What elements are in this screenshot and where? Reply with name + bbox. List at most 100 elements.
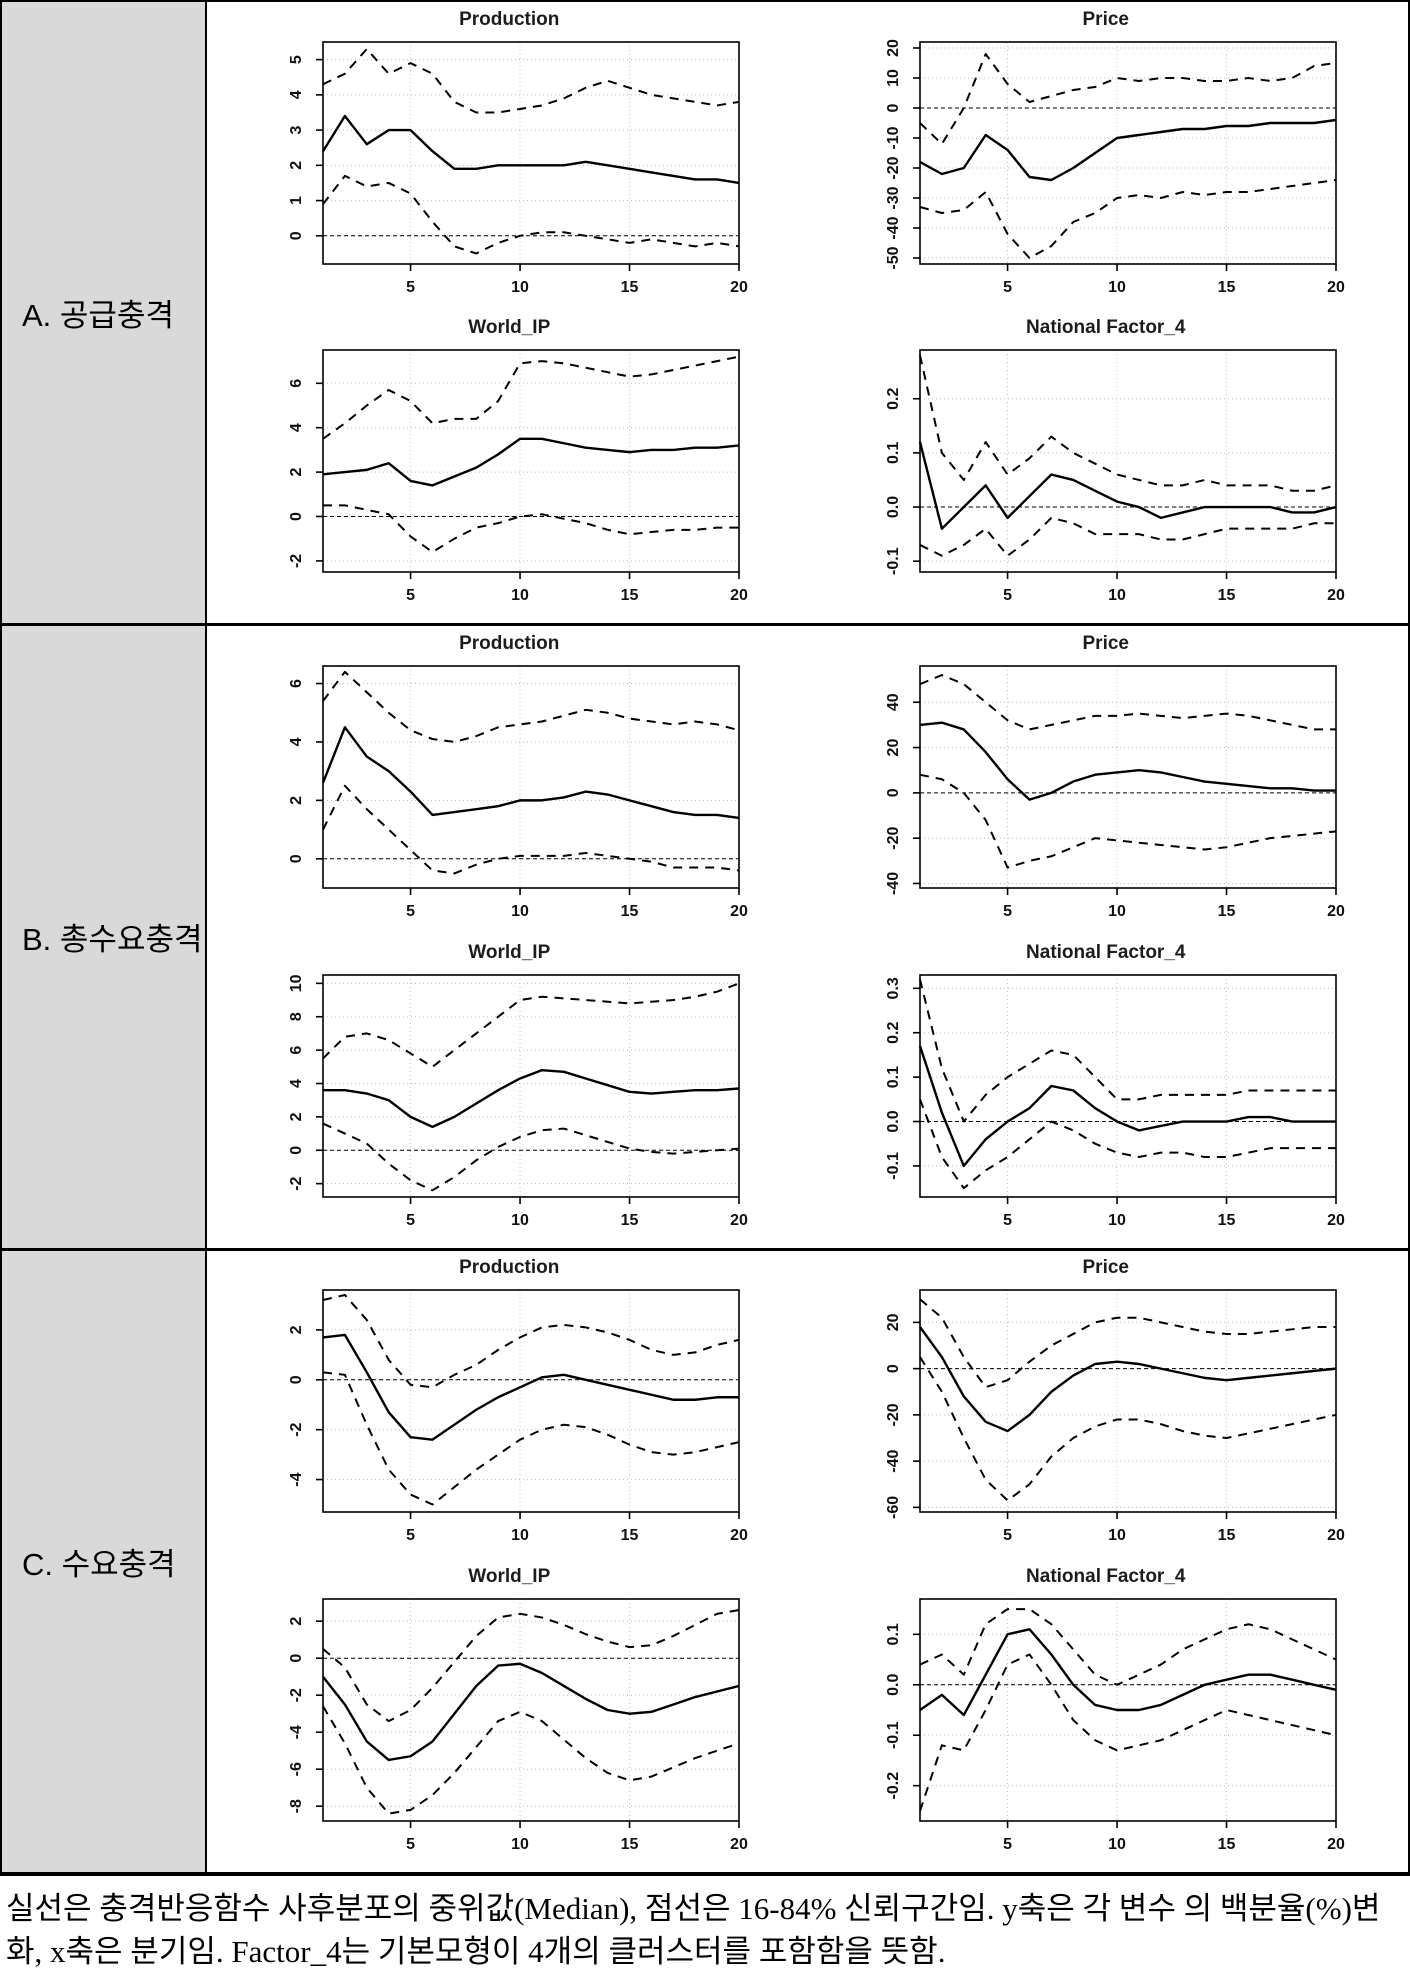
svg-text:4: 4 <box>288 738 305 747</box>
svg-text:-0.1: -0.1 <box>885 1152 902 1180</box>
svg-text:15: 15 <box>621 1212 639 1229</box>
svg-text:10: 10 <box>1108 903 1126 920</box>
irf-plot-svg: 5 10 15 20 0 2 4 6 <box>288 665 748 920</box>
svg-text:10: 10 <box>511 1836 529 1853</box>
chart-title: Price <box>1082 1257 1129 1279</box>
svg-text:10: 10 <box>511 1527 529 1544</box>
svg-text:-0.1: -0.1 <box>885 1721 902 1749</box>
svg-text:20: 20 <box>730 279 748 296</box>
svg-text:5: 5 <box>1003 1836 1012 1853</box>
svg-text:15: 15 <box>1217 1527 1235 1544</box>
irf-plot-svg: 5 10 15 20 -60 -40 -20 0 20 <box>885 1289 1345 1544</box>
chart-plot: 5 10 15 20 -0.1 0.0 0.1 0.2 <box>846 340 1366 616</box>
svg-text:40: 40 <box>885 693 902 711</box>
svg-text:20: 20 <box>1327 1527 1345 1544</box>
svg-text:20: 20 <box>885 1314 902 1332</box>
svg-text:0.0: 0.0 <box>885 1674 902 1696</box>
chart-title: World_IP <box>468 1566 551 1588</box>
irf-plot-svg: 5 10 15 20 -0.2 -0.1 0.0 0.1 <box>885 1598 1345 1853</box>
irf-plot-svg: 5 10 15 20 -2 0 2 4 6 8 10 <box>288 974 748 1229</box>
svg-text:-6: -6 <box>288 1762 305 1776</box>
svg-text:20: 20 <box>885 739 902 757</box>
chart-title: National Factor_4 <box>1026 317 1186 339</box>
svg-text:20: 20 <box>730 1527 748 1544</box>
svg-text:20: 20 <box>1327 279 1345 296</box>
svg-text:15: 15 <box>621 1836 639 1853</box>
svg-text:-0.2: -0.2 <box>885 1772 902 1800</box>
svg-text:0: 0 <box>288 1654 305 1663</box>
svg-text:15: 15 <box>1217 279 1235 296</box>
section-label-demand: C. 수요충격 <box>2 1250 207 1872</box>
svg-text:15: 15 <box>1217 1212 1235 1229</box>
svg-text:2: 2 <box>288 161 305 170</box>
svg-text:10: 10 <box>1108 1212 1126 1229</box>
svg-text:20: 20 <box>730 1212 748 1229</box>
svg-text:10: 10 <box>511 903 529 920</box>
svg-text:20: 20 <box>885 39 902 57</box>
chart-supply-world-ip: World_IP 5 10 15 20 -2 0 2 4 6 <box>211 313 808 622</box>
chart-title: National Factor_4 <box>1026 1566 1186 1588</box>
svg-text:5: 5 <box>288 55 305 64</box>
svg-text:0.2: 0.2 <box>885 388 902 410</box>
svg-text:20: 20 <box>1327 903 1345 920</box>
svg-text:0.1: 0.1 <box>885 1066 902 1088</box>
chart-supply-price: Price 5 10 15 20 20 10 0 -10 -20 -30 -40 -50 <box>808 4 1405 313</box>
svg-text:10: 10 <box>511 587 529 604</box>
section-supply-shock: A. 공급충격 Production 5 10 15 20 0 1 2 3 4 5 Price 5… <box>2 2 1408 627</box>
irf-plot-svg: 5 10 15 20 20 10 0 -10 -20 -30 -40 -50 <box>885 39 1345 296</box>
svg-text:-30: -30 <box>885 186 902 209</box>
svg-text:15: 15 <box>621 587 639 604</box>
chart-aggdemand-price: Price 5 10 15 20 -40 -20 0 20 40 <box>808 628 1405 937</box>
chart-title: World_IP <box>468 317 551 339</box>
svg-text:0: 0 <box>288 854 305 863</box>
chart-plot: 5 10 15 20 -8 -6 -4 -2 0 2 <box>249 1589 769 1865</box>
figure-caption: 실선은 충격반응함수 사후분포의 중위값(Median), 점선은 16-84%… <box>0 1876 1410 1974</box>
svg-text:0.3: 0.3 <box>885 977 902 999</box>
svg-text:5: 5 <box>406 587 415 604</box>
chart-supply-production: Production 5 10 15 20 0 1 2 3 4 5 <box>211 4 808 313</box>
chart-plot: 5 10 15 20 0 1 2 3 4 5 <box>249 32 769 308</box>
svg-text:-4: -4 <box>288 1473 305 1487</box>
chart-grid-aggregate-demand: Production 5 10 15 20 0 2 4 6 Price 5 10 15 20 -40-… <box>207 626 1408 1247</box>
chart-plot: 5 10 15 20 -0.1 0.0 0.1 0.2 0.3 <box>846 965 1366 1241</box>
svg-text:0.1: 0.1 <box>885 442 902 464</box>
svg-text:0: 0 <box>288 1376 305 1385</box>
svg-text:0.2: 0.2 <box>885 1021 902 1043</box>
chart-title: Price <box>1082 633 1129 655</box>
svg-text:-60: -60 <box>885 1496 902 1519</box>
svg-text:10: 10 <box>1108 279 1126 296</box>
svg-text:5: 5 <box>406 903 415 920</box>
svg-text:-2: -2 <box>288 1423 305 1437</box>
svg-text:1: 1 <box>288 196 305 205</box>
svg-text:5: 5 <box>406 1836 415 1853</box>
chart-plot: 5 10 15 20 -2 0 2 4 6 <box>249 340 769 616</box>
chart-title: World_IP <box>468 941 551 963</box>
chart-plot: 5 10 15 20 0 2 4 6 <box>249 656 769 932</box>
svg-text:5: 5 <box>1003 903 1012 920</box>
svg-text:0: 0 <box>288 1146 305 1155</box>
svg-text:-40: -40 <box>885 1450 902 1473</box>
svg-text:0.1: 0.1 <box>885 1623 902 1645</box>
chart-grid-supply: Production 5 10 15 20 0 1 2 3 4 5 Price 5 10 15 20 20… <box>207 2 1408 623</box>
svg-text:2: 2 <box>288 796 305 805</box>
svg-text:0: 0 <box>288 512 305 521</box>
svg-text:10: 10 <box>288 974 305 992</box>
svg-text:5: 5 <box>1003 1212 1012 1229</box>
svg-text:20: 20 <box>730 1836 748 1853</box>
irf-plot-svg: 5 10 15 20 -0.1 0.0 0.1 0.2 0.3 <box>885 974 1345 1229</box>
irf-plot-svg: 5 10 15 20 0 1 2 3 4 5 <box>288 41 748 296</box>
svg-text:2: 2 <box>288 468 305 477</box>
svg-text:0.0: 0.0 <box>885 1110 902 1132</box>
svg-text:-2: -2 <box>288 1688 305 1702</box>
chart-plot: 5 10 15 20 -4 -2 0 2 <box>249 1280 769 1556</box>
chart-plot: 5 10 15 20 -40 -20 0 20 40 <box>846 656 1366 932</box>
svg-text:-20: -20 <box>885 1404 902 1427</box>
caption-line-1: 실선은 충격반응함수 사후분포의 중위값(Median), 점선은 16-84%… <box>6 1891 1176 1926</box>
chart-plot: 5 10 15 20 -0.2 -0.1 0.0 0.1 <box>846 1589 1366 1865</box>
chart-plot: 5 10 15 20 -60 -40 -20 0 20 <box>846 1280 1366 1556</box>
svg-text:10: 10 <box>885 69 902 87</box>
svg-text:6: 6 <box>288 679 305 688</box>
irf-plot-svg: 5 10 15 20 -4 -2 0 2 <box>288 1289 748 1544</box>
chart-title: Production <box>459 633 560 655</box>
svg-text:20: 20 <box>730 587 748 604</box>
